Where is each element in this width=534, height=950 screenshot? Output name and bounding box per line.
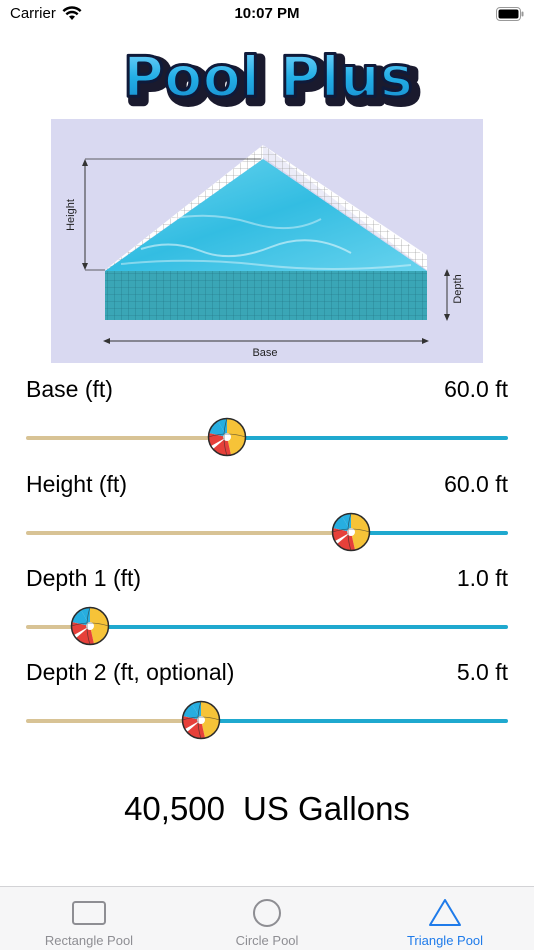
depth1-slider-thumb[interactable] — [70, 606, 110, 646]
app-title: Pool Plus — [128, 50, 418, 112]
tab-rectangle-pool[interactable]: Rectangle Pool — [0, 887, 178, 950]
volume-result: 40,500 US Gallons — [0, 790, 534, 828]
volume-amount: 40,500 — [124, 790, 226, 827]
base-value: 60.0 ft — [444, 376, 508, 402]
diagram-depth-label: Depth — [452, 274, 464, 303]
depth2-value: 5.0 ft — [456, 659, 508, 685]
tab-triangle-pool-label: Triangle Pool — [406, 933, 484, 948]
volume-unit: US Gallons — [243, 790, 410, 827]
triangle-pool-diagram: Height Depth Base — [51, 119, 483, 363]
depth1-slider-max-track — [90, 625, 508, 629]
circle-icon — [253, 899, 281, 927]
depth1-label: Depth 1 (ft) — [26, 565, 142, 591]
base-label: Base (ft) — [26, 376, 113, 402]
status-bar: Carrier 10:07 PM — [0, 0, 534, 30]
battery-icon — [496, 7, 524, 21]
tab-triangle-pool[interactable]: Triangle Pool — [356, 887, 534, 950]
depth1-slider[interactable] — [26, 625, 508, 629]
diagram-height-label: Height — [65, 199, 77, 231]
diagram-base-label: Base — [252, 347, 277, 359]
status-time: 10:07 PM — [234, 5, 300, 22]
base-slider-thumb[interactable] — [207, 417, 247, 457]
tab-circle-pool-label: Circle Pool — [235, 933, 299, 948]
base-slider-min-track — [26, 436, 228, 440]
depth2-slider-thumb[interactable] — [181, 700, 221, 740]
triangle-icon — [429, 899, 461, 926]
height-label: Height (ft) — [26, 471, 127, 497]
app-logo: Pool Plus Pool Plus — [121, 44, 423, 113]
rectangle-icon — [72, 901, 106, 925]
depth1-value: 1.0 ft — [456, 565, 508, 591]
height-value: 60.0 ft — [444, 471, 508, 497]
carrier-label: Carrier — [10, 5, 56, 22]
app-title-fill: Pool Plus — [123, 45, 413, 110]
base-slider-max-track — [227, 436, 508, 440]
height-slider-thumb[interactable] — [331, 512, 371, 552]
height-slider-min-track — [26, 531, 351, 535]
depth1-slider-min-track — [26, 625, 91, 629]
tab-circle-pool[interactable]: Circle Pool — [178, 887, 356, 950]
tab-bar: Rectangle Pool Circle Pool Triangle Pool — [0, 886, 534, 950]
wifi-icon — [62, 6, 82, 20]
tab-rectangle-pool-label: Rectangle Pool — [44, 933, 134, 948]
carrier-info: Carrier — [10, 5, 82, 22]
depth2-label: Depth 2 (ft, optional) — [26, 659, 235, 685]
height-slider-max-track — [350, 531, 508, 535]
depth2-slider[interactable] — [26, 719, 508, 723]
depth2-slider-min-track — [26, 719, 201, 723]
depth2-slider-max-track — [200, 719, 508, 723]
height-slider[interactable] — [26, 531, 508, 535]
base-slider[interactable] — [26, 436, 508, 440]
